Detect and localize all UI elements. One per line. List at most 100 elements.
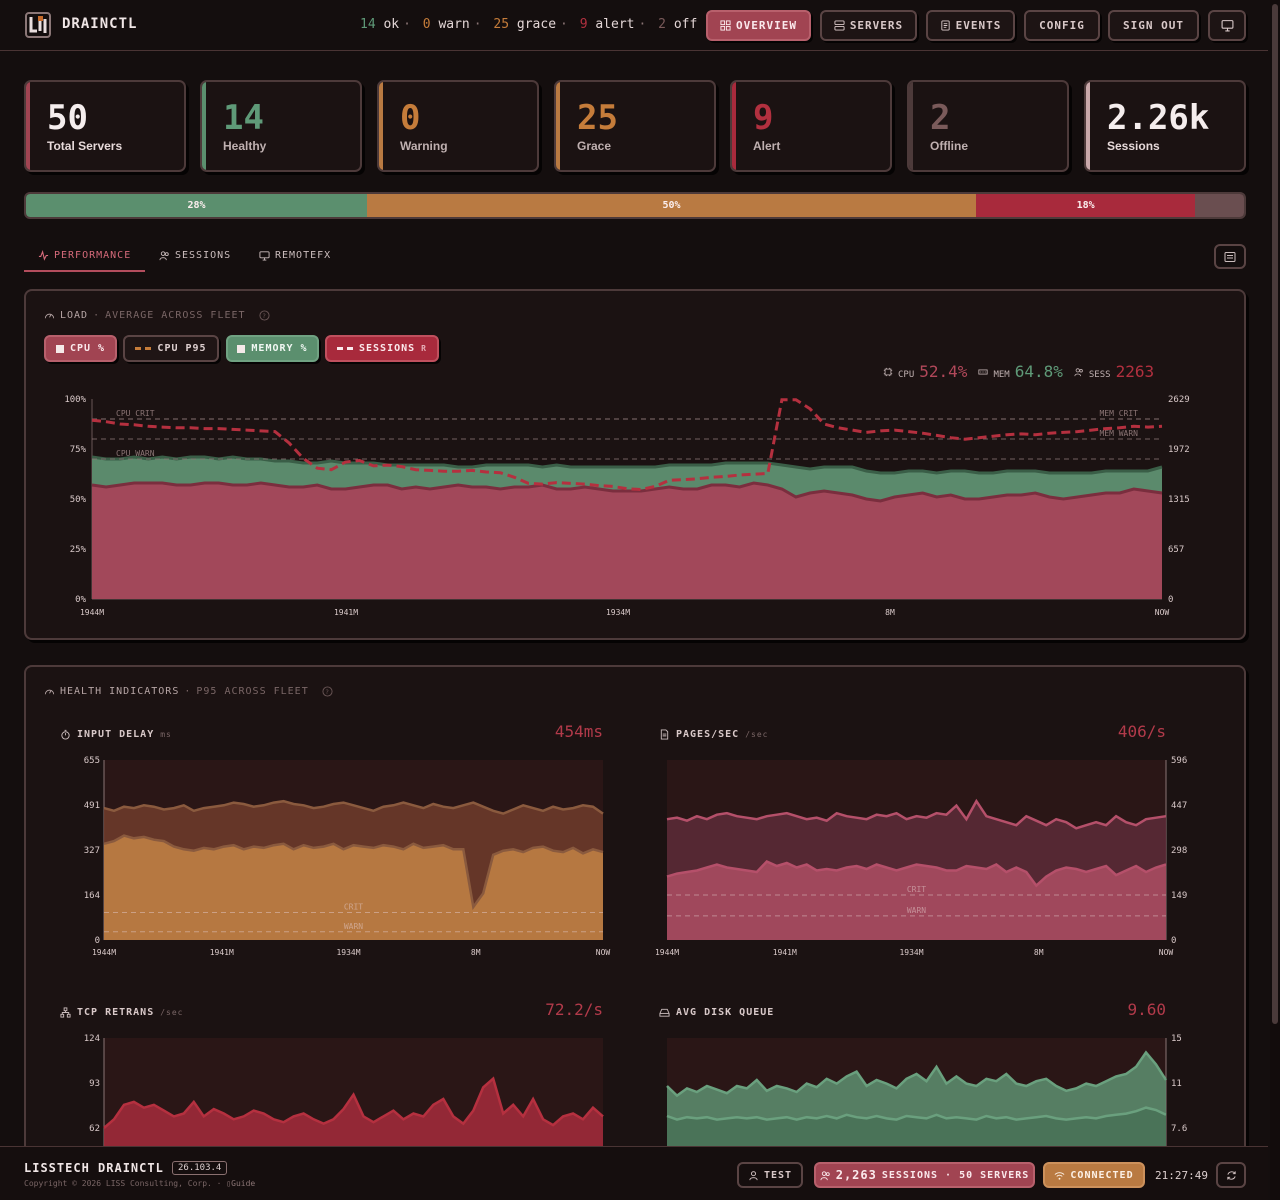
y-tick-left: 75% — [70, 445, 87, 455]
nav-events-label: EVENTS — [955, 19, 1002, 32]
nav-config-button[interactable]: CONFIG — [1024, 10, 1100, 41]
sessions-servers-badge[interactable]: 2,263 SESSIONS · 50 SERVERS — [814, 1162, 1035, 1188]
grace-label: Grace — [577, 139, 612, 153]
series-line — [103, 799, 604, 815]
input-delay-label: INPUT DELAY — [77, 729, 155, 740]
threshold-label: CRIT — [907, 885, 926, 894]
readout-cpu-value: 52.4% — [919, 362, 968, 381]
y-tick-right: 2629 — [1168, 395, 1190, 405]
monitor-icon — [1221, 20, 1233, 32]
nav-events-button[interactable]: EVENTS — [926, 10, 1015, 41]
readout-sess-label: SESS — [1088, 370, 1111, 380]
test-button[interactable]: TEST — [737, 1162, 803, 1188]
input-delay-title: INPUT DELAY ms — [60, 729, 172, 740]
nav-overview-button[interactable]: OVERVIEW — [706, 10, 811, 41]
cpu-swatch — [55, 344, 64, 353]
threshold-label: WARN — [907, 906, 926, 915]
distribution-segment: 50% — [367, 194, 977, 217]
alert-count: 9 — [579, 17, 588, 32]
layout-toggle-button[interactable] — [1214, 244, 1246, 269]
refresh-button[interactable] — [1216, 1162, 1246, 1188]
readout-mem-value: 64.8% — [1014, 362, 1063, 381]
y-tick: 62 — [89, 1124, 100, 1134]
y-tick: 0 — [1171, 936, 1176, 946]
test-label: TEST — [763, 1169, 793, 1181]
cpu-series-toggle[interactable]: CPU % — [44, 335, 117, 362]
series-line — [103, 1076, 604, 1129]
stat-card-grace[interactable]: 25 Grace — [554, 80, 716, 172]
page-scrollbar-thumb[interactable] — [1272, 4, 1278, 1024]
display-toggle-button[interactable] — [1208, 10, 1246, 41]
cpu-p95-series-toggle[interactable]: CPU P95 — [123, 335, 219, 362]
monitor-icon — [259, 251, 270, 261]
grace-count: 25 — [493, 17, 510, 32]
users-icon — [820, 1170, 830, 1180]
disk-queue-current: 9.60 — [1127, 1000, 1166, 1019]
y-tick: 124 — [84, 1034, 100, 1044]
stat-card-total-servers[interactable]: 50 Total Servers — [24, 80, 186, 172]
readout-mem-label: MEM — [993, 370, 1010, 380]
stat-card-sessions[interactable]: 2.26k Sessions — [1084, 80, 1246, 172]
sessions-line — [91, 398, 1163, 492]
memory-series-toggle[interactable]: MEMORY % — [226, 335, 319, 362]
series-line — [666, 798, 1167, 830]
help-icon[interactable]: ? — [259, 310, 270, 321]
stat-card-warning[interactable]: 0 Warning — [377, 80, 539, 172]
y-tick: 164 — [84, 891, 100, 901]
sessions-axis-suffix: R — [421, 344, 427, 353]
drainctl-logo-icon — [25, 12, 51, 38]
y-tick-right: 657 — [1168, 545, 1184, 555]
guide-link[interactable]: ▯Guide — [226, 1179, 256, 1188]
series-area — [104, 835, 603, 940]
series-line — [666, 859, 1167, 888]
x-tick: 1941M — [773, 948, 797, 957]
readout-sess-value: 2263 — [1115, 362, 1155, 381]
y-tick-right: 1315 — [1168, 495, 1190, 505]
activity-icon — [38, 250, 49, 261]
series-line — [666, 1106, 1167, 1121]
sessions-series-toggle[interactable]: SESSIONS R — [325, 335, 439, 362]
stat-card-offline[interactable]: 2 Offline — [907, 80, 1069, 172]
readout-cpu-label: CPU — [898, 370, 915, 380]
connection-status-badge[interactable]: CONNECTED — [1043, 1162, 1145, 1188]
tab-sessions[interactable]: SESSIONS — [159, 250, 231, 261]
pages-sec-unit: /sec — [745, 730, 769, 739]
x-tick: 1934M — [336, 948, 360, 957]
distribution-segment: 18% — [976, 194, 1196, 217]
help-icon[interactable]: ? — [322, 686, 333, 697]
y-tick: 0 — [95, 936, 100, 946]
users-icon — [1074, 368, 1083, 377]
x-tick: 1941M — [210, 948, 234, 957]
sign-out-button[interactable]: SIGN OUT — [1108, 10, 1199, 41]
threshold-label: CPU CRIT — [116, 409, 155, 418]
footer: LISSTECH DRAINCTL 26.103.4 Copyright © 2… — [0, 1146, 1268, 1200]
tab-remotefx-label: REMOTEFX — [275, 250, 332, 261]
sessions-value: 2.26k — [1107, 98, 1210, 138]
stat-card-alert[interactable]: 9 Alert — [730, 80, 892, 172]
disk-queue-label: AVG DISK QUEUE — [676, 1007, 775, 1018]
svg-text:?: ? — [262, 312, 267, 320]
nav-servers-button[interactable]: SERVERS — [820, 10, 917, 41]
healthy-value: 14 — [223, 98, 264, 138]
threshold-label: WARN — [344, 922, 363, 931]
total-servers-value: 50 — [47, 98, 88, 138]
series-area — [667, 861, 1166, 940]
y-tick: 11 — [1171, 1079, 1182, 1089]
tcp-retrans-unit: /sec — [160, 1008, 184, 1017]
x-tick: 8M — [471, 948, 481, 957]
health-subtitle: P95 ACROSS FLEET — [196, 686, 309, 697]
tab-remotefx[interactable]: REMOTEFX — [259, 250, 331, 261]
y-tick-right: 1972 — [1168, 445, 1190, 455]
x-tick: NOW — [1159, 948, 1174, 957]
pages-sec-label: PAGES/SEC — [676, 729, 740, 740]
input-delay-unit: ms — [160, 730, 172, 739]
threshold-label: MEM WARN — [1099, 429, 1138, 438]
tab-performance[interactable]: PERFORMANCE — [38, 250, 131, 261]
y-tick-right: 0 — [1168, 595, 1173, 605]
y-tick-left: 100% — [64, 395, 86, 405]
active-tab-indicator — [24, 270, 145, 272]
stat-card-healthy[interactable]: 14 Healthy — [200, 80, 362, 172]
warn-label: warn — [438, 17, 470, 32]
pages-sec-current: 406/s — [1117, 722, 1166, 741]
memory-swatch — [237, 344, 246, 353]
